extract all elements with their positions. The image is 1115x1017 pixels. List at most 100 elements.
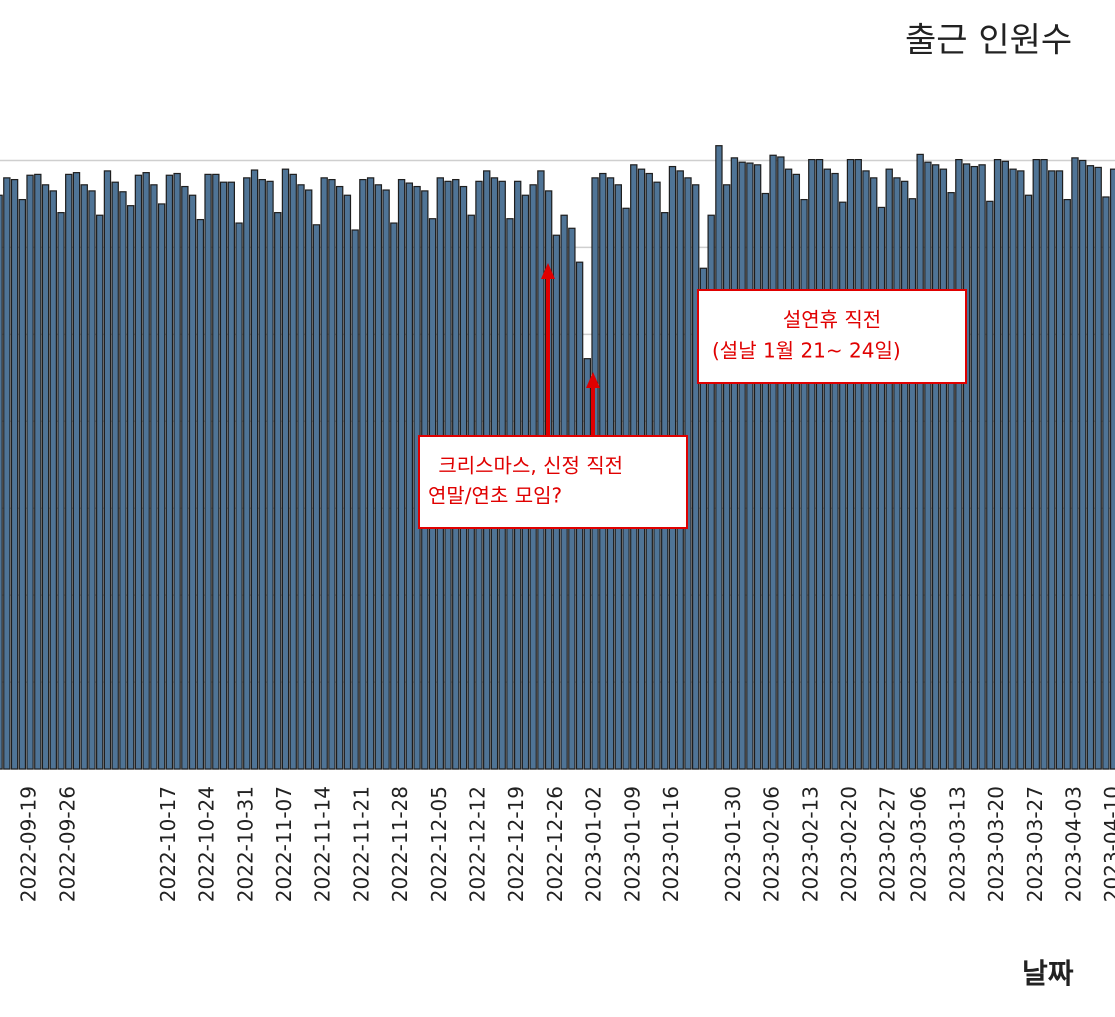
bar xyxy=(1055,170,1064,770)
x-tick-label: 2023-02-27 xyxy=(876,786,900,902)
x-tick-label: 2022-10-24 xyxy=(195,786,219,902)
bar xyxy=(707,214,715,770)
bar xyxy=(41,184,50,770)
bar xyxy=(1071,157,1079,770)
x-tick-label: 2023-04-10 xyxy=(1100,786,1115,902)
bar xyxy=(10,178,19,770)
x-tick-label: 2022-12-12 xyxy=(465,786,489,902)
bar xyxy=(947,192,955,770)
bar xyxy=(219,181,228,770)
bar xyxy=(57,212,65,770)
bar xyxy=(405,182,414,770)
bar xyxy=(777,156,785,770)
bar xyxy=(88,190,96,770)
x-tick-label: 2023-03-06 xyxy=(907,786,931,902)
bar xyxy=(320,177,328,770)
bar xyxy=(1063,198,1071,770)
bar xyxy=(746,162,754,770)
bar xyxy=(877,206,886,770)
bar xyxy=(111,181,119,770)
bar xyxy=(142,172,150,770)
bar xyxy=(1078,159,1087,770)
x-tick-label: 2023-04-03 xyxy=(1061,786,1085,902)
annotation-christmas: 크리스마스, 신정 직전 연말/연초 모임? xyxy=(418,263,688,529)
bar xyxy=(738,161,746,770)
bar xyxy=(986,200,994,770)
bar xyxy=(970,165,979,770)
bar xyxy=(839,201,847,770)
arrow-head xyxy=(541,263,555,279)
bar xyxy=(1001,160,1010,770)
bar xyxy=(18,198,27,770)
annotation-text: (설날 1월 21~ 24일) xyxy=(712,339,901,363)
bar xyxy=(274,212,282,770)
bar xyxy=(119,191,127,770)
bar xyxy=(374,184,383,770)
bar xyxy=(908,198,917,770)
bar xyxy=(281,168,290,770)
annotation-seollal: 설연휴 직전 (설날 1월 21~ 24일) xyxy=(697,289,967,384)
bar xyxy=(359,178,367,770)
bar xyxy=(939,168,948,770)
bar xyxy=(885,168,893,770)
x-tick-label: 2022-09-26 xyxy=(55,786,79,902)
x-tick-label: 2023-02-13 xyxy=(798,786,822,902)
bar xyxy=(49,190,57,770)
bar xyxy=(1109,168,1115,770)
bar xyxy=(343,194,352,770)
bar xyxy=(962,163,971,770)
bar xyxy=(583,358,592,770)
annotation-text: 연말/연초 모임? xyxy=(428,484,562,508)
x-tick-label: 2022-10-17 xyxy=(156,786,180,902)
bar xyxy=(297,184,305,770)
bar xyxy=(931,164,940,770)
bar xyxy=(134,174,143,770)
bar xyxy=(366,177,375,770)
bar xyxy=(150,184,158,770)
bar xyxy=(1040,158,1048,770)
bar xyxy=(3,177,11,770)
bar xyxy=(1024,194,1033,770)
bar xyxy=(165,174,174,770)
x-tick-label: 2023-01-30 xyxy=(721,786,745,902)
bar xyxy=(761,192,770,770)
bar xyxy=(753,164,762,770)
bar xyxy=(846,158,855,770)
annotation-box xyxy=(697,289,967,384)
bar xyxy=(34,173,42,770)
bar xyxy=(212,173,220,770)
bar xyxy=(900,180,909,770)
bar xyxy=(769,154,777,770)
x-axis-label: 날짜 xyxy=(1022,957,1074,990)
bar xyxy=(351,229,359,770)
bar xyxy=(382,189,390,770)
bar xyxy=(390,222,398,770)
bar xyxy=(243,177,251,770)
bar xyxy=(181,185,189,770)
bar xyxy=(0,194,3,770)
annotation-text: 설연휴 직전 xyxy=(783,308,881,332)
bar xyxy=(893,177,901,770)
x-tick-label: 2023-01-02 xyxy=(582,786,606,902)
bar xyxy=(103,170,112,770)
bar xyxy=(800,198,808,770)
x-tick-label: 2022-11-28 xyxy=(388,786,412,902)
bar xyxy=(289,173,297,770)
bar xyxy=(312,224,321,770)
x-tick-label: 2023-03-27 xyxy=(1023,786,1047,902)
annotation-box xyxy=(418,435,688,529)
bar xyxy=(978,164,986,770)
bar xyxy=(80,184,88,770)
bar xyxy=(815,158,824,770)
bar xyxy=(784,168,793,770)
bar xyxy=(730,157,739,770)
bar xyxy=(196,218,205,770)
bar xyxy=(854,158,862,770)
bar xyxy=(1102,196,1110,770)
x-tick-label: 2022-10-31 xyxy=(233,786,257,902)
bar xyxy=(691,184,700,770)
bar xyxy=(328,178,336,770)
x-tick-label: 2023-02-20 xyxy=(837,786,861,902)
bar xyxy=(823,168,831,770)
